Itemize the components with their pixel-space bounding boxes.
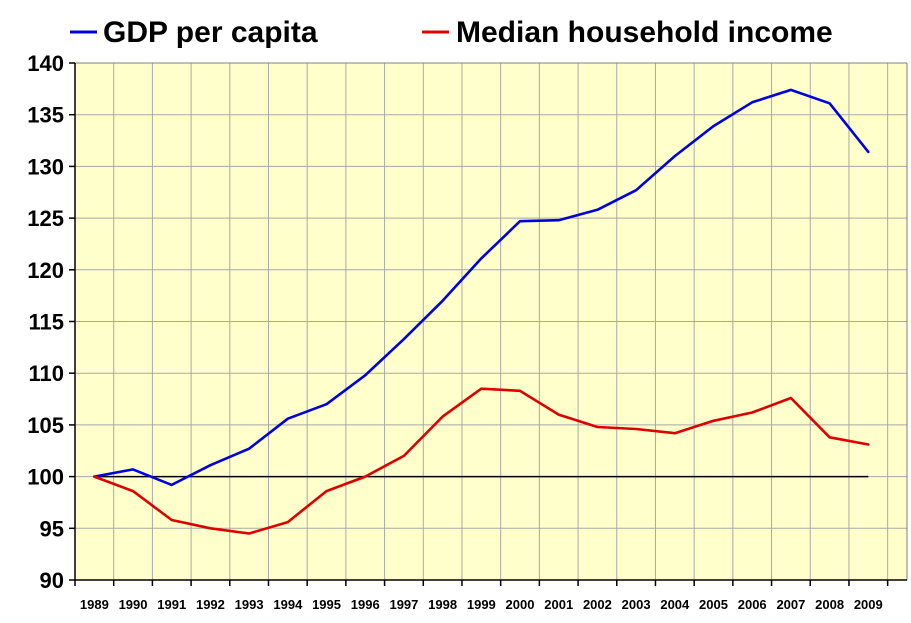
- x-tick-label: 1989: [80, 597, 109, 612]
- x-tick-label: 1992: [196, 597, 225, 612]
- y-tick-label: 110: [29, 361, 65, 386]
- x-tick-label: 1990: [119, 597, 148, 612]
- x-tick-label: 1994: [273, 597, 303, 612]
- x-tick-label: 2000: [506, 597, 535, 612]
- x-tick-label: 2006: [738, 597, 767, 612]
- legend-label-income: Median household income: [456, 16, 833, 49]
- series-line-gdp-per-capita: [93, 88, 870, 487]
- y-axis-ticks: 90 95 100 105 110 115 120 125 130 135 140: [27, 51, 75, 593]
- y-tick-label: 135: [27, 103, 64, 128]
- y-tick-label: 90: [40, 568, 64, 593]
- y-tick-label: 130: [27, 154, 64, 179]
- x-tick-label: 1993: [235, 597, 264, 612]
- x-axis-ticks: 1989 1990 1991 1992 1993 1994 1995 1996 1997 1998…: [74, 580, 889, 612]
- x-tick-label: 1998: [428, 597, 457, 612]
- x-tick-label: 2003: [622, 597, 651, 612]
- y-tick-label: 115: [29, 310, 65, 335]
- x-tick-label: 2001: [544, 597, 573, 612]
- x-tick-label: 2009: [854, 597, 883, 612]
- x-tick-label: 2007: [776, 597, 805, 612]
- x-tick-label: 2005: [699, 597, 728, 612]
- y-tick-label: 105: [27, 413, 64, 438]
- x-tick-label: 2004: [660, 597, 690, 612]
- legend: GDP per capita Median household income: [70, 16, 833, 49]
- x-tick-label: 1991: [157, 597, 186, 612]
- y-tick-label: 95: [40, 516, 64, 541]
- y-tick-label: 120: [27, 258, 64, 283]
- x-tick-label: 1997: [389, 597, 418, 612]
- y-tick-label: 140: [27, 51, 64, 76]
- x-tick-label: 2002: [583, 597, 612, 612]
- x-tick-label: 1999: [467, 597, 496, 612]
- x-tick-label: 2008: [815, 597, 844, 612]
- legend-label-gdp: GDP per capita: [103, 16, 318, 49]
- x-tick-label: 1996: [351, 597, 380, 612]
- y-tick-label: 125: [27, 206, 64, 231]
- series-lines: [93, 88, 870, 535]
- y-tick-label: 100: [27, 465, 64, 490]
- x-tick-label: 1995: [312, 597, 341, 612]
- series-line-median-household-income: [93, 387, 870, 535]
